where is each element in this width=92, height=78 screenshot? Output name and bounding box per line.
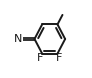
Text: N: N xyxy=(14,34,22,44)
Text: F: F xyxy=(37,53,43,63)
Text: F: F xyxy=(56,53,63,63)
